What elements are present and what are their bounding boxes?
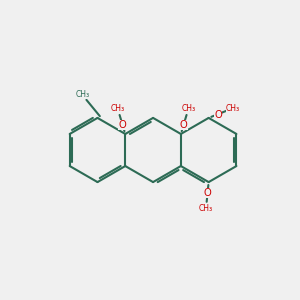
Text: CH₃: CH₃ <box>111 104 125 113</box>
Text: O: O <box>118 120 126 130</box>
Text: O: O <box>204 188 212 198</box>
Text: O: O <box>180 120 188 130</box>
Text: O: O <box>214 110 222 120</box>
Text: CH₃: CH₃ <box>226 104 240 113</box>
Text: CH₃: CH₃ <box>75 90 89 99</box>
Text: CH₃: CH₃ <box>181 104 196 113</box>
Text: CH₃: CH₃ <box>199 204 213 213</box>
